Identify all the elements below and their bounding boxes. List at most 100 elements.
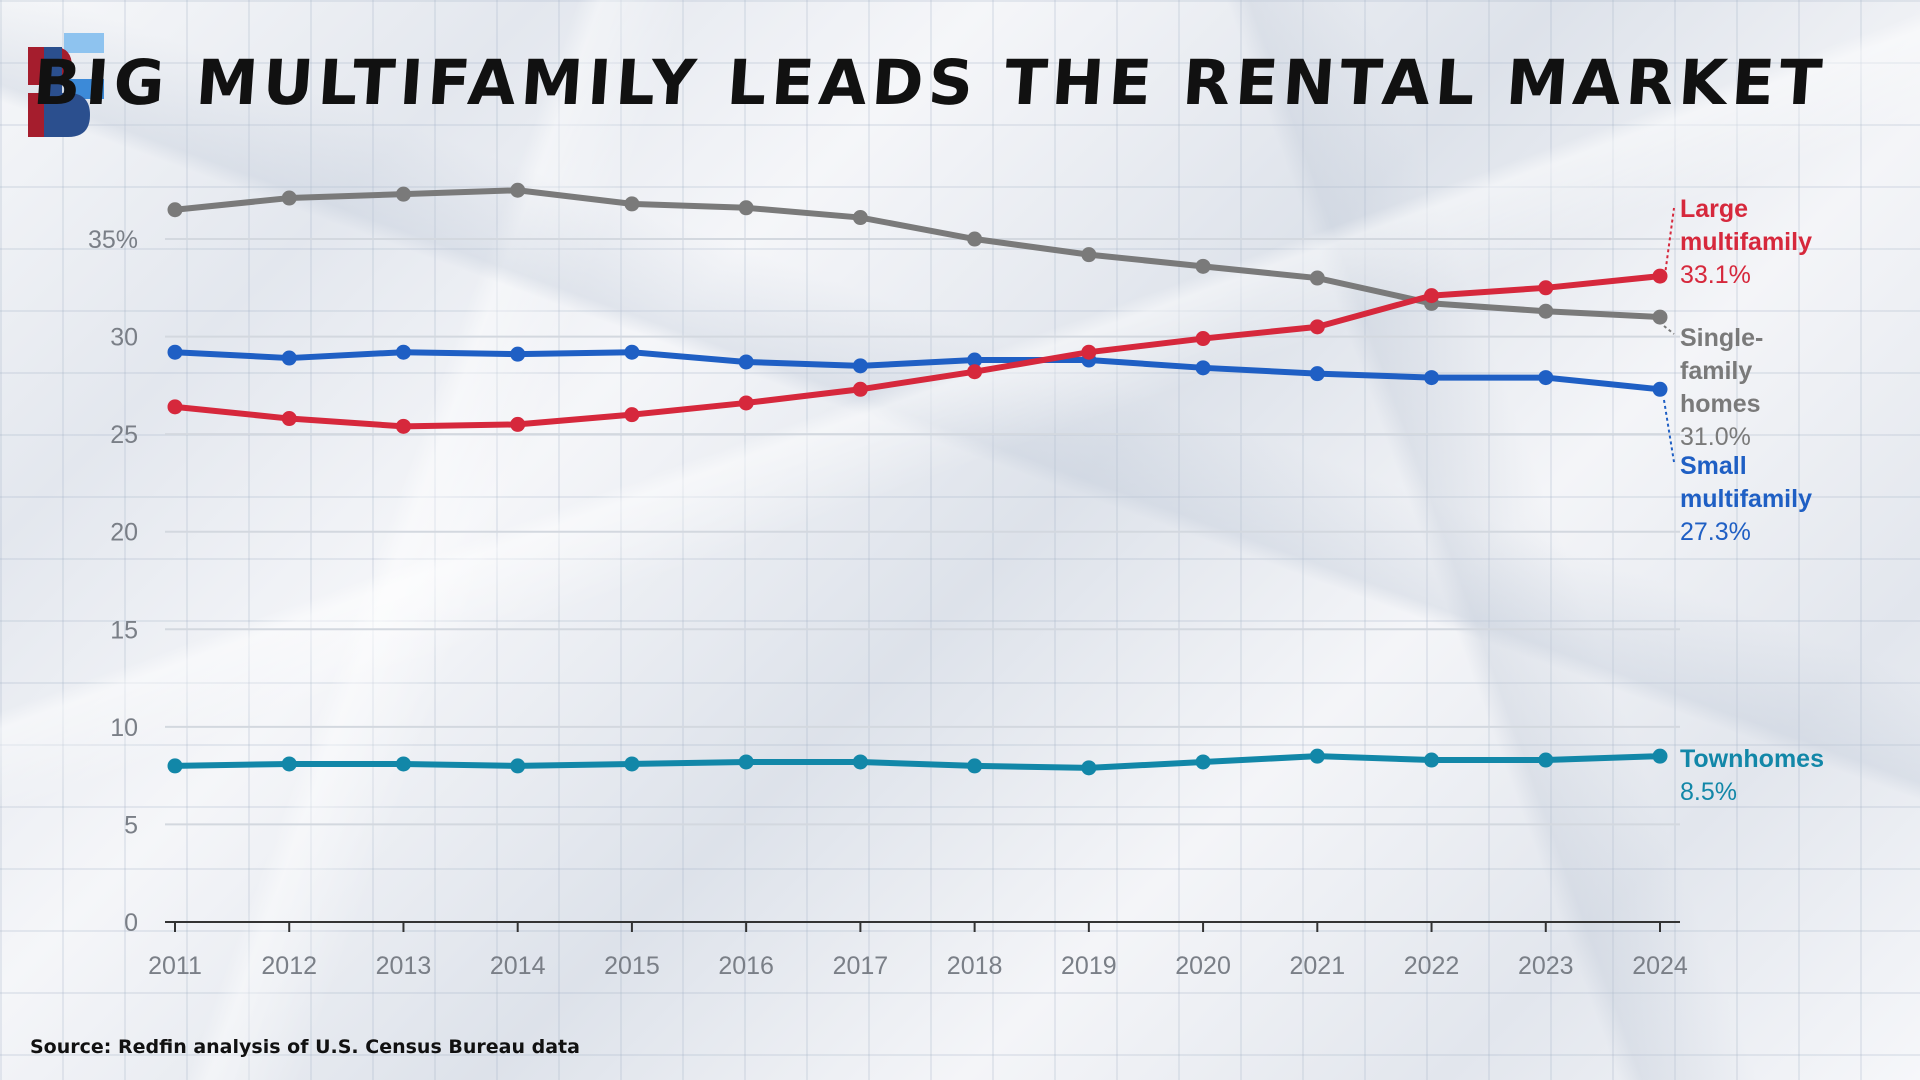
x-tick-label: 2022 xyxy=(1404,952,1460,980)
data-point-single_family xyxy=(738,200,754,216)
data-point-large_multifamily xyxy=(167,399,183,415)
series-end-value-small_multifamily: 27.3% xyxy=(1680,518,1751,546)
data-point-large_multifamily xyxy=(1538,280,1554,296)
data-point-large_multifamily xyxy=(1081,344,1097,360)
x-tick-label: 2012 xyxy=(261,952,317,980)
x-tick-label: 2023 xyxy=(1518,952,1574,980)
data-point-single_family xyxy=(510,182,526,198)
y-tick-label: 5 xyxy=(124,811,138,839)
data-point-small_multifamily xyxy=(1424,370,1440,386)
series-line-large_multifamily xyxy=(172,273,1663,430)
data-point-single_family xyxy=(1195,258,1211,274)
series-line-townhomes xyxy=(172,753,1663,771)
x-tick-label: 2017 xyxy=(833,952,889,980)
data-point-townhomes xyxy=(1309,748,1325,764)
data-point-small_multifamily xyxy=(1195,360,1211,376)
x-tick-label: 2015 xyxy=(604,952,660,980)
data-point-small_multifamily xyxy=(395,344,411,360)
x-tick-label: 2014 xyxy=(490,952,546,980)
data-point-large_multifamily xyxy=(281,411,297,427)
x-tick-label: 2016 xyxy=(718,952,774,980)
data-point-single_family xyxy=(1309,270,1325,286)
series-end-value-townhomes: 8.5% xyxy=(1680,778,1737,806)
data-point-large_multifamily xyxy=(510,416,526,432)
data-point-large_multifamily xyxy=(967,364,983,380)
data-point-townhomes xyxy=(1195,754,1211,770)
data-point-single_family xyxy=(1652,309,1668,325)
data-point-single_family xyxy=(967,231,983,247)
data-point-single_family xyxy=(281,190,297,206)
series-layer xyxy=(167,182,1668,776)
data-point-single_family xyxy=(1081,247,1097,263)
data-point-small_multifamily xyxy=(738,354,754,370)
data-point-townhomes xyxy=(281,756,297,772)
data-point-large_multifamily xyxy=(1424,288,1440,304)
x-tick-label: 2024 xyxy=(1632,952,1688,980)
data-point-single_family xyxy=(1538,303,1554,319)
data-point-small_multifamily xyxy=(281,350,297,366)
x-tick-label: 2019 xyxy=(1061,952,1117,980)
data-point-small_multifamily xyxy=(967,352,983,368)
data-point-large_multifamily xyxy=(738,395,754,411)
data-point-large_multifamily xyxy=(624,407,640,423)
series-label-large_multifamily: multifamily xyxy=(1680,228,1812,256)
data-point-townhomes xyxy=(510,758,526,774)
data-point-small_multifamily xyxy=(167,344,183,360)
data-point-small_multifamily xyxy=(852,358,868,374)
data-point-large_multifamily xyxy=(852,381,868,397)
data-point-townhomes xyxy=(1081,760,1097,776)
data-point-townhomes xyxy=(1652,748,1668,764)
series-end-value-large_multifamily: 33.1% xyxy=(1680,261,1751,289)
y-tick-label: 0 xyxy=(124,909,138,937)
series-label-townhomes: Townhomes xyxy=(1680,745,1824,773)
data-point-townhomes xyxy=(167,758,183,774)
data-point-small_multifamily xyxy=(1652,381,1668,397)
data-point-small_multifamily xyxy=(624,344,640,360)
y-tick-label: 35% xyxy=(88,226,138,254)
data-point-large_multifamily xyxy=(1309,319,1325,335)
data-point-large_multifamily xyxy=(395,418,411,434)
data-point-single_family xyxy=(624,196,640,212)
leader-line-small_multifamily xyxy=(1663,399,1675,463)
x-tick-label: 2021 xyxy=(1289,952,1345,980)
y-tick-label: 25 xyxy=(110,421,138,449)
leader-line-single_family xyxy=(1663,325,1675,335)
series-label-single_family: Single- xyxy=(1680,324,1763,352)
brand-logo-icon xyxy=(28,33,104,137)
x-tick-label: 2020 xyxy=(1175,952,1231,980)
series-label-single_family: homes xyxy=(1680,390,1761,418)
data-point-small_multifamily xyxy=(510,346,526,362)
series-label-small_multifamily: Small xyxy=(1680,452,1747,480)
data-point-townhomes xyxy=(395,756,411,772)
data-point-single_family xyxy=(852,210,868,226)
series-end-value-single_family: 31.0% xyxy=(1680,423,1751,451)
y-tick-label: 20 xyxy=(110,519,138,547)
data-point-townhomes xyxy=(967,758,983,774)
x-tick-label: 2011 xyxy=(148,952,202,980)
data-point-townhomes xyxy=(738,754,754,770)
leader-line-large_multifamily xyxy=(1663,207,1675,283)
logo-stem xyxy=(44,47,62,137)
series-label-large_multifamily: Large xyxy=(1680,195,1748,223)
axis-layer: 0 5 10 15 20 25 30 35% 2011 2012 2013 2014 2015 2016 2… xyxy=(88,226,1688,980)
data-point-townhomes xyxy=(1538,752,1554,768)
data-point-single_family xyxy=(395,186,411,202)
x-tick-label: 2013 xyxy=(376,952,432,980)
data-point-townhomes xyxy=(852,754,868,770)
series-line-small_multifamily xyxy=(172,349,1663,393)
label-layer: Single-family homes 31.0%Small multifamily 2… xyxy=(1663,195,1824,806)
grid-layer xyxy=(165,238,1680,826)
data-point-townhomes xyxy=(624,756,640,772)
data-point-townhomes xyxy=(1424,752,1440,768)
logo-b-bowl-blue xyxy=(62,93,90,137)
series-label-small_multifamily: multifamily xyxy=(1680,485,1812,513)
series-label-single_family: family xyxy=(1680,357,1752,385)
data-point-single_family xyxy=(167,202,183,218)
data-point-small_multifamily xyxy=(1309,366,1325,382)
logo-bar-light xyxy=(64,33,104,53)
data-point-small_multifamily xyxy=(1538,370,1554,386)
data-point-large_multifamily xyxy=(1195,331,1211,347)
y-tick-label: 30 xyxy=(110,324,138,352)
source-note: Source: Redfin analysis of U.S. Census B… xyxy=(30,1036,580,1058)
